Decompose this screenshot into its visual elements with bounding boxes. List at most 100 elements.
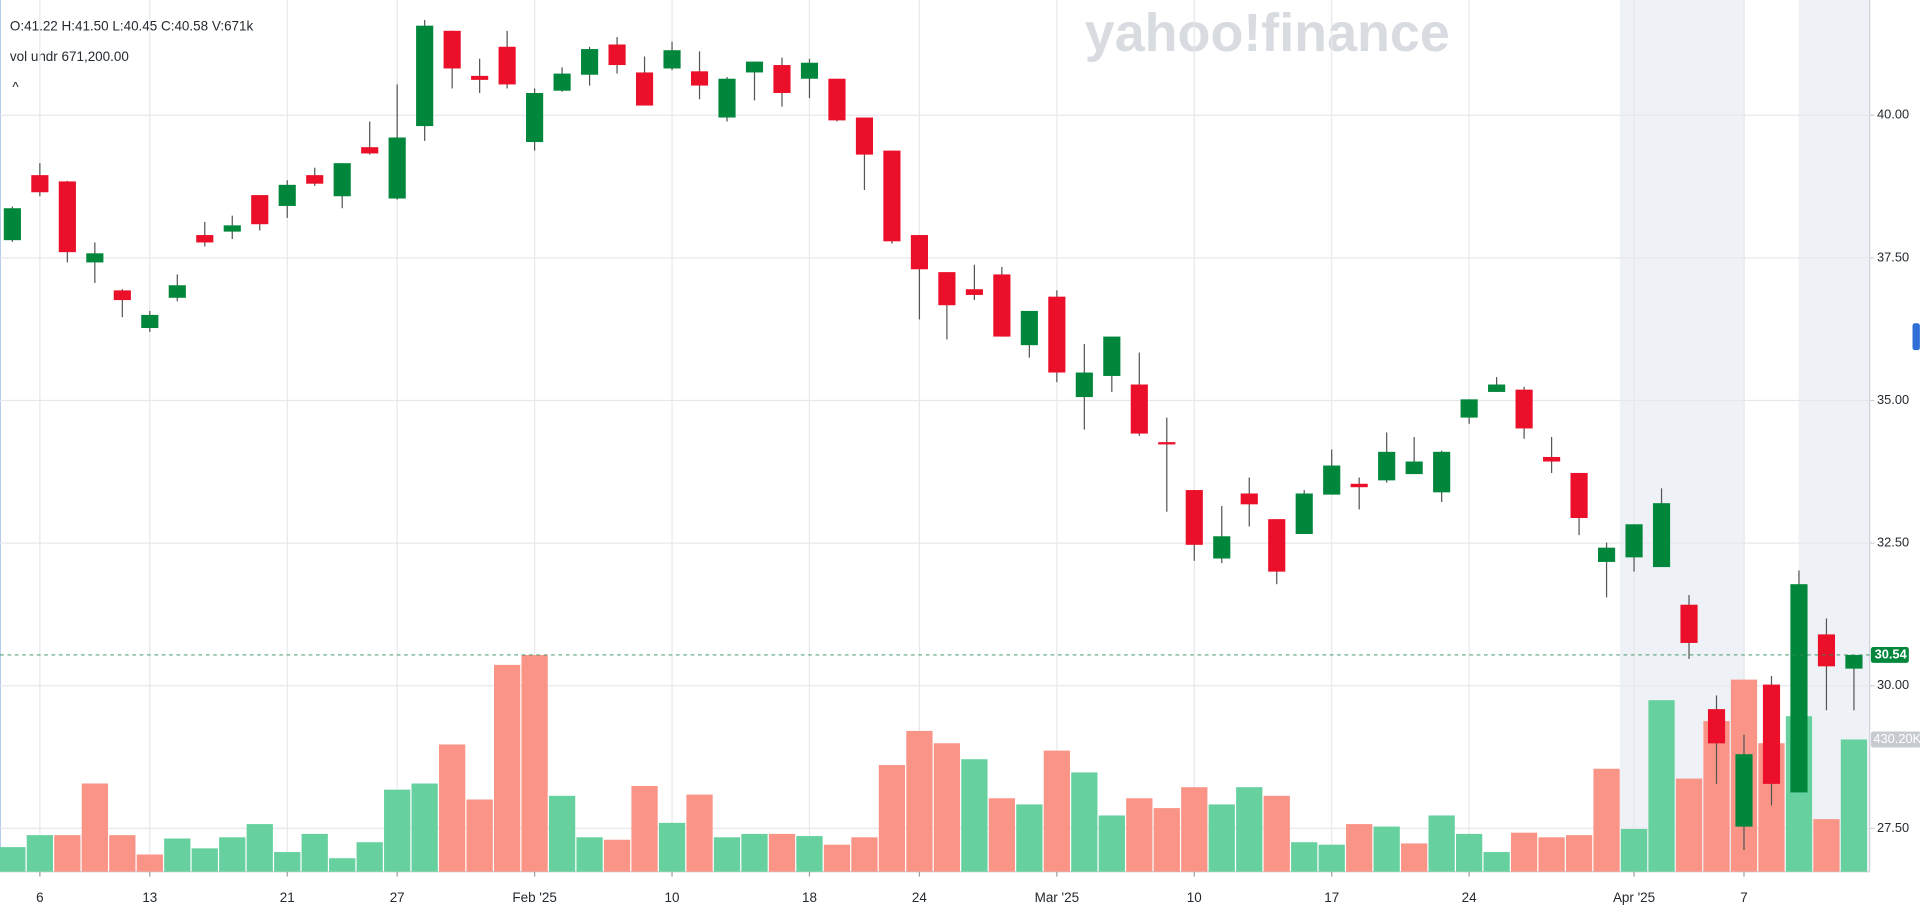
candle-body [1075,372,1093,398]
candle-body [965,289,983,295]
volume-bar [1565,835,1593,872]
candle-body [1378,451,1396,481]
candle-body [278,184,296,206]
volume-bar [878,765,906,872]
candle-body [361,147,379,154]
candle-body [1185,490,1203,545]
x-tick-label: 21 [280,890,295,905]
volume-bar [54,835,81,872]
volume-bar [26,835,53,872]
volume-bar [301,833,328,872]
volume-bar [961,759,988,872]
candle-body [910,235,928,270]
side-handle[interactable] [1912,323,1920,351]
volume-bar [1675,778,1703,872]
candle-body [608,44,626,66]
candle-body [1790,584,1808,793]
volume-bar [493,664,521,872]
candle-body [306,175,324,184]
x-tick-label: Feb '25 [512,890,556,905]
volume-bar [906,730,933,872]
candle-body [663,50,681,69]
candle-body [498,46,516,85]
candle-body [553,73,571,91]
volume-bar [1428,815,1455,872]
x-tick-label: 24 [1462,890,1477,905]
candle-body [1460,399,1478,418]
volume-bar [1236,787,1263,872]
watermark: yahoo!finance [1085,3,1450,63]
candle-body [1020,310,1038,346]
volume-bar [823,844,851,872]
volume-bar [713,837,741,872]
candle-body [635,72,654,106]
candle-body [828,78,846,121]
volume-bar [136,854,163,872]
candle-body [1845,654,1863,669]
candle-body [1405,461,1423,475]
candle-body [113,290,131,301]
volume-bar [0,847,26,872]
volume-bar [81,783,108,872]
volume-bar [1401,843,1428,872]
volume-bar [1263,795,1290,872]
volume-bar [768,833,796,872]
candle-body [3,208,21,241]
volume-bar [658,822,686,872]
candle-body [1268,519,1286,572]
volume-bar [439,744,466,872]
candle-body [388,137,406,199]
volume-bar [466,799,493,872]
x-tick-label: 13 [142,890,157,905]
volume-bar [933,743,961,872]
candle-body [690,71,709,86]
candle-body [993,274,1011,337]
candle-body [745,61,764,73]
volume-bar [521,655,548,872]
candle-body [1570,472,1588,519]
volume-bar [576,837,603,872]
volume-bar [384,789,411,872]
volume-bar [1071,772,1098,872]
volume-bars [0,655,1868,872]
x-tick-label: Apr '25 [1613,890,1655,905]
x-tick-label: 6 [36,890,43,905]
candle-body [416,25,434,127]
candle-body [168,285,186,298]
volume-bar [1098,815,1125,872]
last-price-box [1870,646,1909,663]
y-tick-label: 27.50 [1877,820,1909,835]
volume-bar [1181,787,1208,872]
volume-label: 430.20K [1873,731,1920,746]
candle-body [58,181,76,253]
volume-bar [1153,808,1180,872]
candle-body [1680,604,1698,643]
candle-body [1103,336,1121,376]
volume-bar [1291,842,1318,872]
candle-body [1295,493,1313,534]
volume-bar [219,837,246,872]
candle-body [1652,503,1671,568]
candle-body [443,30,461,69]
last-price-label: 30.54 [1875,646,1908,661]
volume-bar [796,836,823,872]
volume-bar [1373,826,1400,872]
volume-bar [1538,837,1565,872]
y-tick-label: 30.00 [1877,677,1909,692]
volume-bar [603,839,631,872]
collapse-toggle[interactable]: ^ [12,80,19,95]
volume-bar [1456,833,1483,872]
candle-body [251,195,269,225]
grid [0,0,1870,872]
x-tick-label: 27 [390,890,405,905]
y-tick-label: 37.50 [1877,249,1909,264]
volume-bar [988,798,1016,872]
volume-bar [109,835,136,872]
volume-bar [1648,700,1675,872]
volume-bar [1346,824,1373,872]
candle-body [141,314,159,329]
y-tick-label: 32.50 [1877,535,1909,550]
candle-body [1817,634,1836,667]
